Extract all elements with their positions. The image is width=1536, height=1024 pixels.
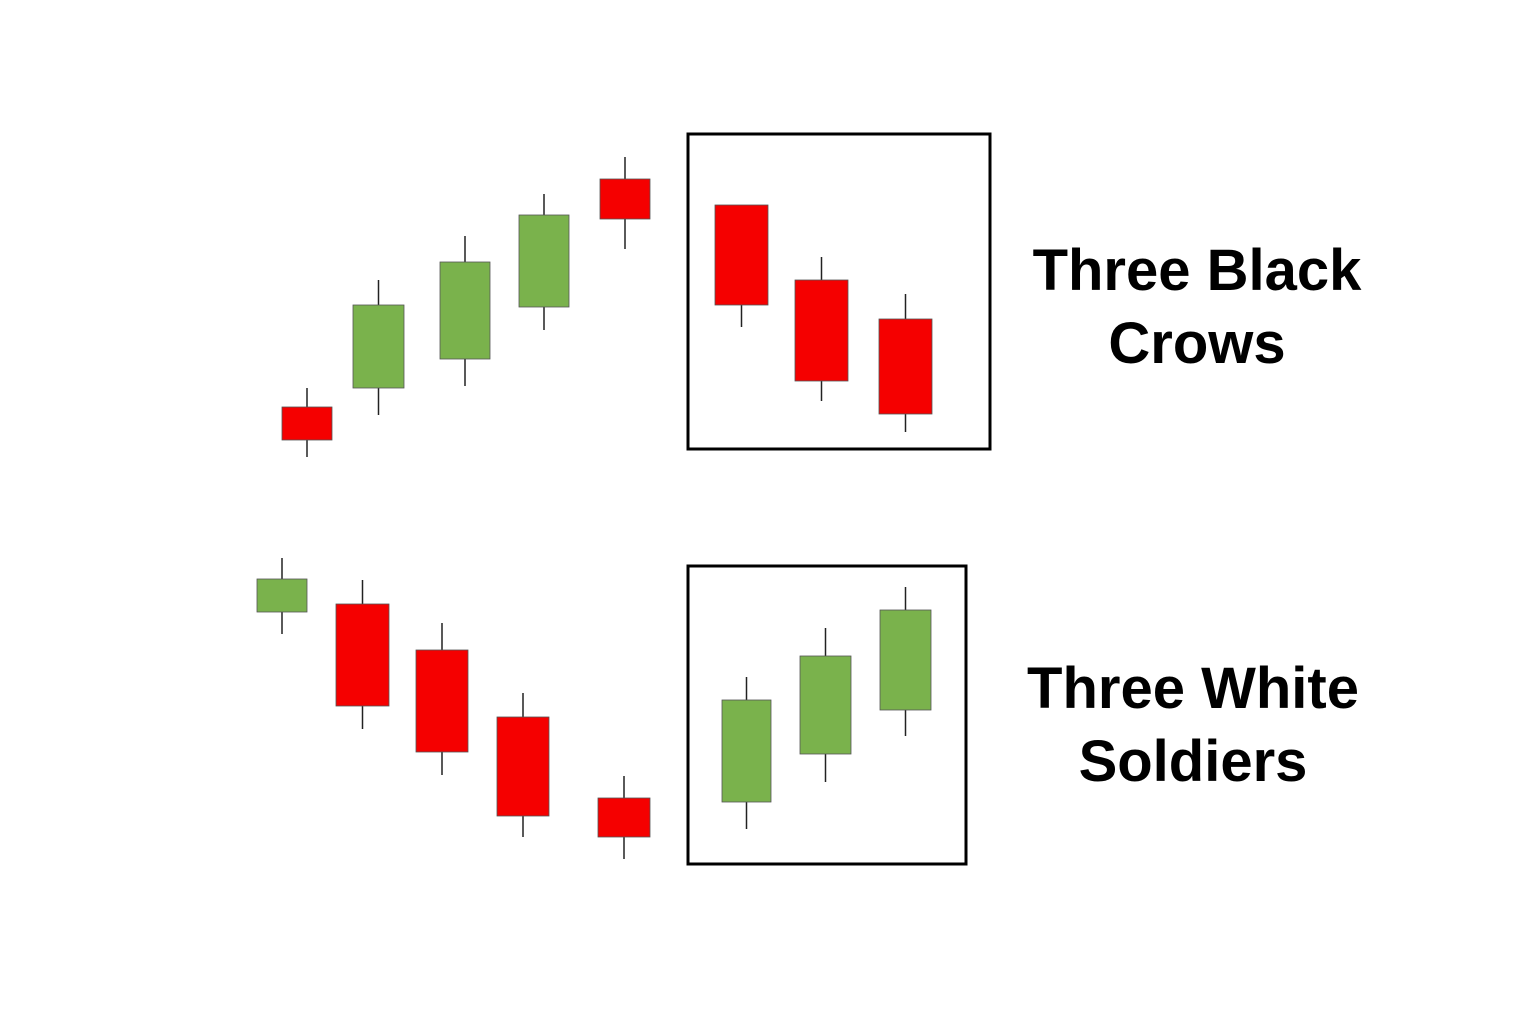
pattern-highlight-box [686, 564, 968, 866]
label-line: Three White [1027, 656, 1359, 721]
bearish-candle [496, 716, 550, 817]
bearish-candle [599, 178, 651, 220]
bullish-candle [879, 609, 932, 711]
pattern-highlight-box [686, 132, 992, 451]
pattern-label-three-black-crows: Three Black Crows [947, 234, 1447, 380]
bullish-candle [518, 214, 570, 308]
bearish-candle [597, 797, 651, 838]
bearish-candle [878, 318, 933, 415]
bearish-candle [794, 279, 849, 382]
bearish-candle [281, 406, 333, 441]
label-line: Soldiers [1078, 729, 1308, 794]
bearish-candle [714, 204, 769, 306]
bearish-candle [415, 649, 469, 753]
bearish-candle [335, 603, 390, 707]
bullish-candle [799, 655, 852, 755]
bullish-candle [352, 304, 405, 389]
pattern-label-three-white-soldiers: Three White Soldiers [943, 652, 1443, 798]
label-line: Crows [1108, 311, 1286, 376]
bullish-candle [439, 261, 491, 360]
bullish-candle [721, 699, 772, 803]
label-line: Three Black [1032, 238, 1362, 303]
bullish-candle [256, 578, 308, 613]
